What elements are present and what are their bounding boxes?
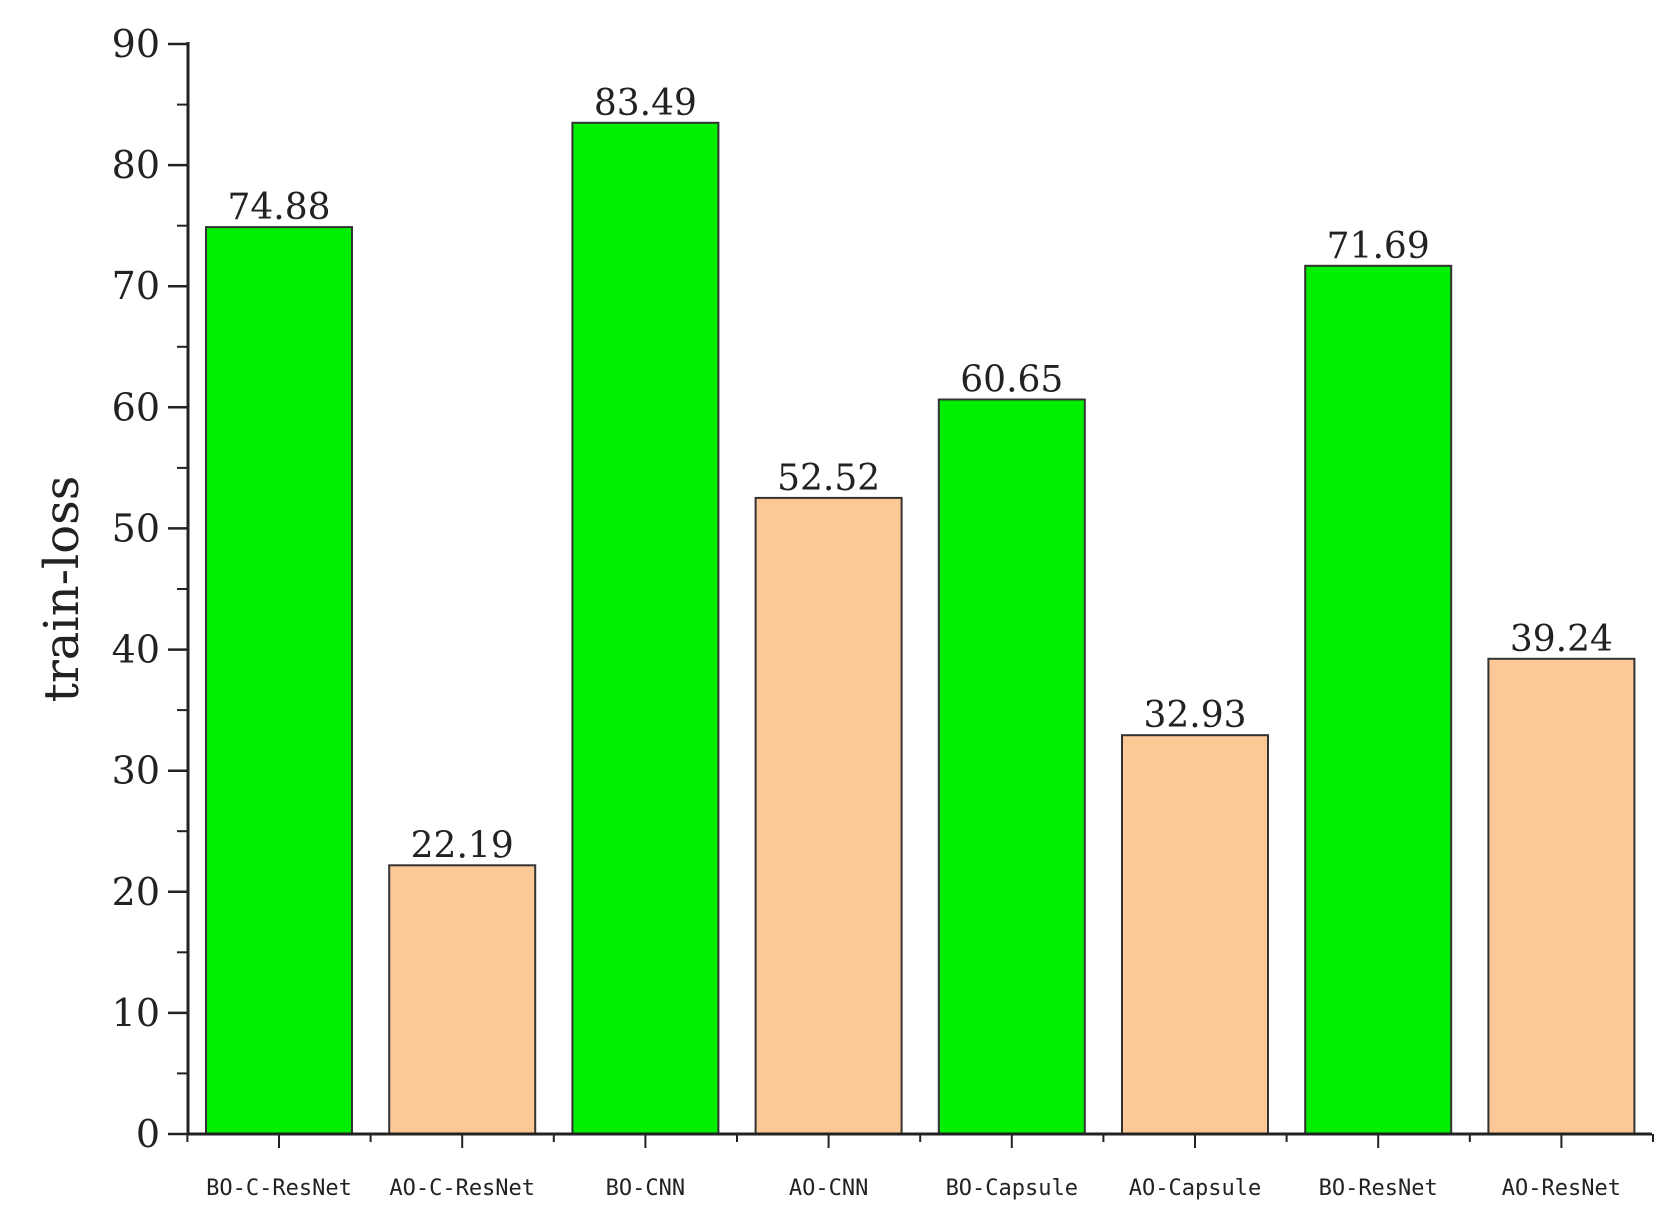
- labels-layer: 74.88 BO-C-ResNet 22.19 AO-C-ResNet 83.49 BO-…: [112, 22, 1621, 1201]
- bar-bo-cnn: [571, 121, 720, 1136]
- x-tick-label-bo-resnet: BO-ResNet: [1319, 1176, 1438, 1201]
- y-tick-label-30: 30: [112, 749, 160, 793]
- bars-layer: [205, 121, 1636, 1136]
- axes-layer: [168, 42, 1654, 1148]
- value-label-ao-c-resnet: 22.19: [411, 825, 514, 866]
- x-tick-label-ao-c-resnet: AO-C-ResNet: [389, 1176, 535, 1201]
- value-label-ao-cnn: 52.52: [777, 458, 880, 499]
- y-tick-label-20: 20: [112, 870, 160, 914]
- y-tick-label-70: 70: [112, 264, 160, 308]
- y-tick-label-60: 60: [112, 385, 160, 429]
- value-label-ao-resnet: 39.24: [1510, 619, 1613, 660]
- value-label-ao-capsule: 32.93: [1143, 695, 1246, 736]
- y-tick-label-50: 50: [112, 506, 160, 550]
- y-axis-title: train-loss: [34, 476, 90, 703]
- bar-ao-capsule: [1121, 734, 1269, 1135]
- y-tick-label-90: 90: [112, 22, 160, 66]
- bar-ao-resnet: [1487, 657, 1636, 1135]
- x-tick-label-bo-cnn: BO-CNN: [606, 1176, 685, 1201]
- bar-bo-resnet: [1304, 264, 1453, 1135]
- x-tick-label-ao-capsule: AO-Capsule: [1129, 1176, 1261, 1201]
- bar-bo-c-resnet: [205, 226, 353, 1136]
- y-tick-label-10: 10: [112, 991, 160, 1035]
- value-label-bo-resnet: 71.69: [1327, 226, 1430, 267]
- y-tick-label-80: 80: [112, 143, 160, 187]
- x-tick-label-ao-resnet: AO-ResNet: [1502, 1176, 1621, 1201]
- y-tick-label-0: 0: [136, 1112, 160, 1156]
- bar-bo-capsule: [937, 398, 1086, 1135]
- x-tick-label-bo-c-resnet: BO-C-ResNet: [206, 1176, 352, 1201]
- value-label-bo-cnn: 83.49: [594, 83, 697, 124]
- bar-ao-cnn: [754, 496, 903, 1135]
- y-tick-label-40: 40: [112, 628, 160, 672]
- bar-ao-c-resnet: [388, 864, 537, 1135]
- x-tick-label-ao-cnn: AO-CNN: [789, 1176, 868, 1201]
- x-tick-label-bo-capsule: BO-Capsule: [946, 1176, 1078, 1201]
- value-label-bo-c-resnet: 74.88: [227, 187, 330, 228]
- value-label-bo-capsule: 60.65: [960, 360, 1063, 401]
